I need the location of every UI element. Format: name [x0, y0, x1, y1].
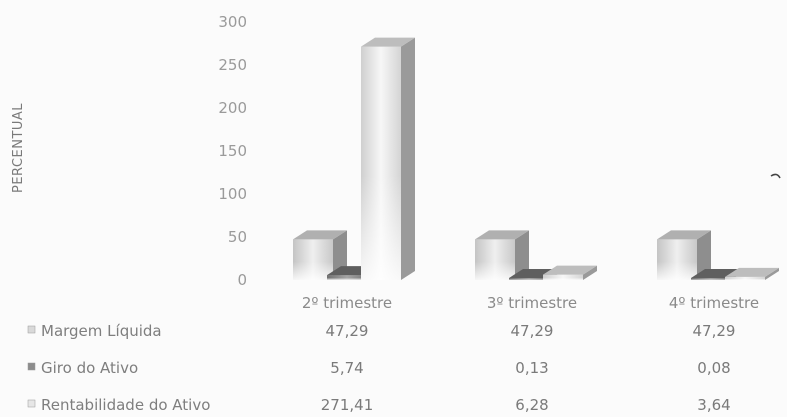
bar-reflection: [293, 261, 333, 280]
bar-reflection: [327, 277, 367, 280]
table-cell: 5,74: [330, 359, 363, 377]
table-cell: 0,13: [515, 359, 548, 377]
bar-top: [725, 267, 779, 277]
series-label: Margem Líquida: [41, 322, 162, 340]
bar-top: [543, 265, 597, 275]
stray-mark: [770, 173, 781, 179]
y-tick-label: 150: [218, 142, 247, 160]
bar-side: [583, 265, 597, 280]
bar-reflection: [361, 174, 401, 280]
legend-swatch: [27, 362, 36, 371]
bar-reflection: [543, 277, 583, 280]
bar-reflection: [657, 261, 697, 280]
table-cell: 3,64: [697, 396, 730, 414]
table-cell: 271,41: [321, 396, 374, 414]
bar-top: [293, 230, 347, 240]
bar-front: [691, 278, 731, 280]
category-labels: 2º trimestre 3º trimestre 4º trimestre: [302, 294, 759, 312]
category-label: 4º trimestre: [669, 294, 759, 312]
y-tick-label: 50: [228, 228, 247, 246]
bar-side: [765, 267, 779, 280]
bar-reflection: [725, 278, 765, 280]
bar-front: [543, 274, 583, 280]
table-cell: 6,28: [515, 396, 548, 414]
bar-front: [327, 275, 367, 280]
bar-top: [657, 230, 711, 240]
y-tick-label: 250: [218, 56, 247, 74]
y-tick-label: 0: [237, 271, 247, 289]
series-label: Giro do Ativo: [41, 359, 138, 377]
bar-side: [515, 230, 529, 280]
table-cell: 0,08: [697, 359, 730, 377]
table-cell: 47,29: [693, 322, 736, 340]
y-tick-label: 300: [218, 13, 247, 31]
legend-swatch: [27, 399, 36, 408]
table-cell: 47,29: [511, 322, 554, 340]
y-axis-label: PERCENTUAL: [11, 103, 26, 193]
y-tick-label: 100: [218, 185, 247, 203]
bar-front: [509, 278, 549, 280]
category-label: 3º trimestre: [487, 294, 577, 312]
bar-reflection: [509, 279, 549, 280]
bar-side: [401, 37, 415, 280]
bar-front: [725, 276, 765, 280]
y-tick-label: 200: [218, 99, 247, 117]
bars: [293, 37, 779, 280]
category-label: 2º trimestre: [302, 294, 392, 312]
y-axis-ticks: 300 250 200 150 100 50 0: [218, 13, 247, 289]
bar-side: [697, 230, 711, 280]
bar-reflection: [691, 279, 731, 280]
bar-top: [361, 37, 415, 47]
bar-top: [475, 230, 529, 240]
data-table: Margem Líquida 47,29 47,29 47,29 Giro do Ati…: [27, 322, 736, 414]
legend-swatch: [27, 325, 36, 334]
table-cell: 47,29: [326, 322, 369, 340]
bar-reflection: [475, 261, 515, 280]
series-label: Rentabilidade do Ativo: [41, 396, 210, 414]
